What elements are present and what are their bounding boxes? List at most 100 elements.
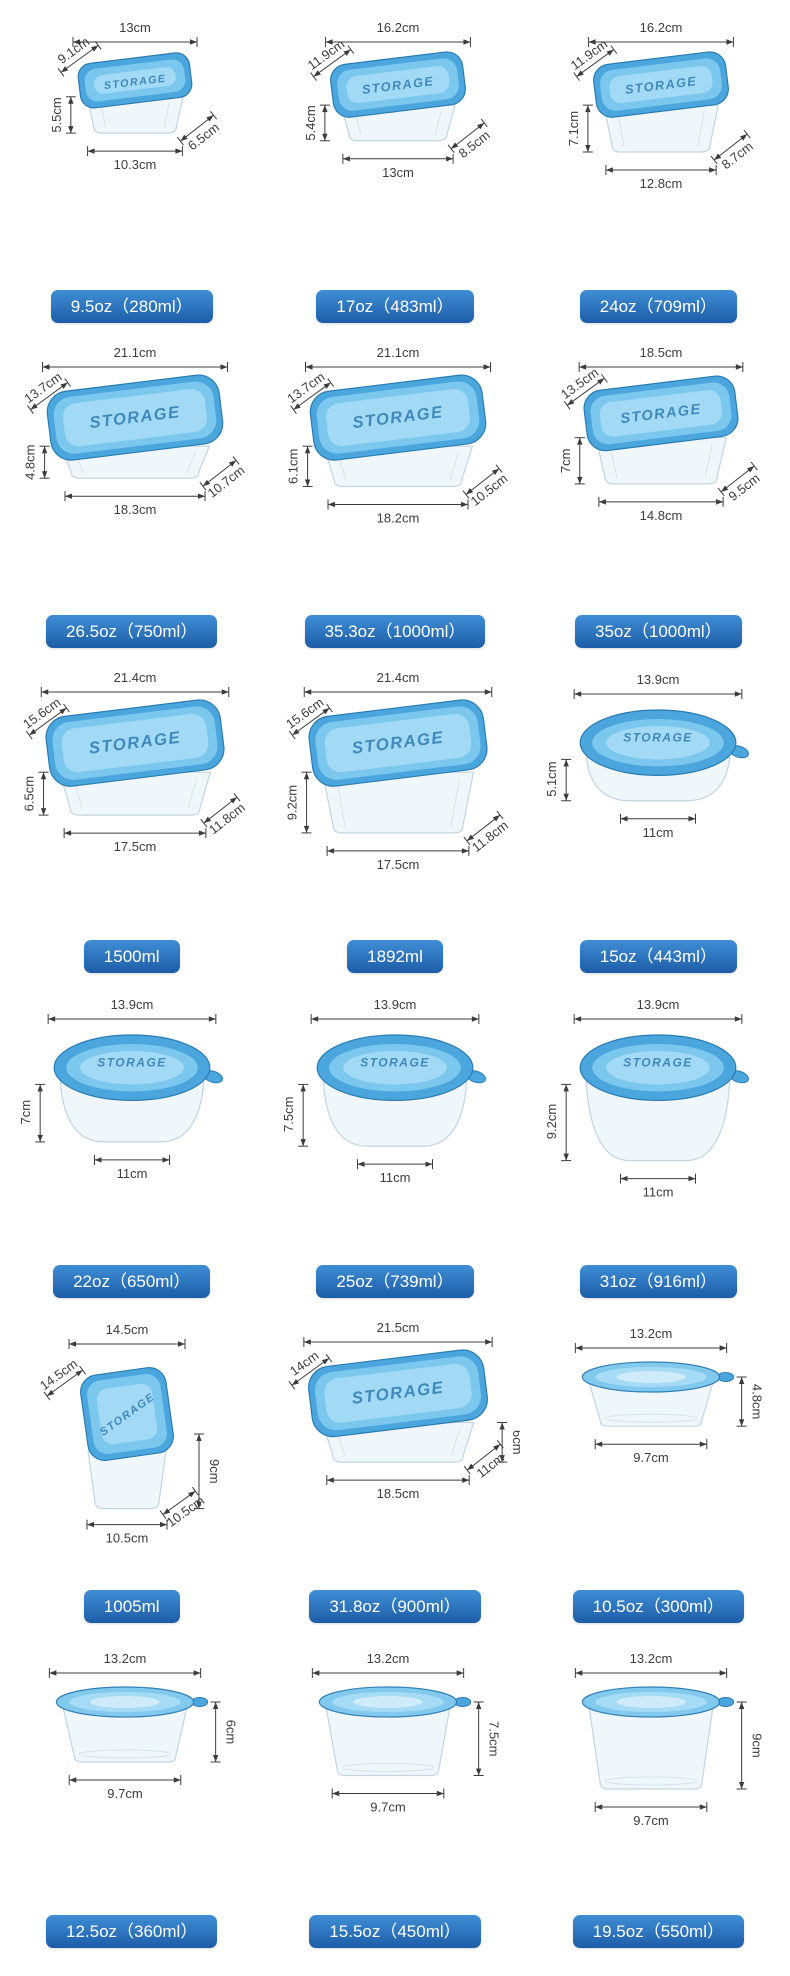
dimensions: 13.9cm 7.5cm 11cm [281, 997, 480, 1185]
dimension-line [38, 771, 49, 816]
dimension-line [598, 496, 724, 507]
dimension-line [43, 1365, 86, 1401]
dimension-arrowhead-icon [739, 1782, 745, 1789]
capacity-badge: 22oz（650ml） [53, 1265, 211, 1298]
dimension-arrowhead-icon [726, 39, 734, 45]
dimension-arrowhead-icon [425, 1161, 433, 1167]
dimension-line [210, 1701, 221, 1763]
dimension-arrowhead-icon [465, 488, 474, 495]
dimension-arrowhead-icon [563, 1153, 570, 1161]
dimension-line [342, 153, 454, 164]
dimension-line [717, 461, 758, 497]
dimension-arrowhead-icon [30, 403, 38, 410]
dimension-label: 7.5cm [281, 1097, 296, 1132]
container-body [86, 1450, 167, 1510]
dimension-arrowhead-icon [304, 479, 311, 487]
dimension-arrowhead-icon [208, 1016, 216, 1022]
dimension-arrowhead-icon [41, 471, 47, 479]
dimension-line [47, 1014, 216, 1024]
dimension-line [327, 499, 469, 510]
dimension-arrowhead-icon [228, 460, 236, 467]
dimension-arrowhead-icon [739, 1377, 745, 1384]
dimension-line [463, 810, 504, 846]
dimension-line [356, 1159, 433, 1170]
dimension-arrowhead-icon [456, 1670, 464, 1676]
container-lid: STORAGE [309, 374, 487, 461]
container-body [586, 1081, 731, 1162]
product-cell: STORAGE 18.5cm 13.5cm 7cm 14.8cm 9.5cm 35oz（10… [527, 337, 790, 662]
dimension-arrowhead-icon [300, 1084, 306, 1092]
product-cell: 13.2cm 9.7cm 4.8cm 10.5oz（300ml） [527, 1312, 790, 1637]
dimension-arrowhead-icon [86, 1521, 94, 1528]
body-highlight [186, 452, 196, 473]
dimension-line [25, 703, 70, 740]
body-highlight [698, 111, 705, 147]
dimension-line [57, 41, 102, 77]
dimension-label: 21.4cm [377, 670, 420, 685]
dimension-line [605, 164, 717, 175]
dimension-arrowhead-icon [577, 476, 583, 484]
container-lid: STORAGE [330, 51, 466, 118]
dimension-line [575, 1668, 728, 1678]
body-highlight [705, 443, 713, 478]
dimension-line [176, 110, 217, 146]
dimension-arrowhead-icon [47, 1016, 55, 1022]
dimension-line [331, 1788, 445, 1799]
dimension-label: 17.5cm [113, 839, 156, 854]
container-lid: STORAGE [308, 699, 488, 787]
dimension-arrowhead-icon [212, 1755, 218, 1762]
container-body [321, 771, 475, 834]
dimension-label: 21.1cm [113, 345, 156, 360]
dimension-label: 11cm [380, 1170, 411, 1185]
dimension-label: 13.9cm [637, 997, 680, 1012]
dimension-line [319, 104, 330, 142]
dimension-line [310, 45, 355, 81]
dimension-label: 4.8cm [750, 1384, 765, 1419]
dimension-line [573, 689, 743, 699]
product-cell: 13.2cm 9.7cm 9cm 19.5oz（550ml） [527, 1637, 790, 1962]
dimension-arrowhead-icon [620, 1175, 628, 1182]
body-highlight [450, 778, 460, 827]
dimension-arrowhead-icon [719, 1345, 727, 1351]
dimension-arrowhead-icon [595, 1804, 603, 1810]
dimension-line [34, 1083, 45, 1143]
dimension-arrowhead-icon [304, 446, 311, 454]
dimension-label: 6.1cm [286, 449, 301, 484]
dimension-line [311, 1668, 465, 1678]
dimension-arrowhead-icon [292, 728, 300, 736]
dimension-arrowhead-icon [574, 1016, 582, 1022]
dimension-line [620, 813, 697, 824]
product-cell: STORAGE 13.9cm 7cm 11cm 22oz（650ml） [0, 987, 263, 1312]
dimension-arrowhead-icon [342, 156, 350, 162]
dimension-label: 13.2cm [630, 1326, 673, 1341]
dimension-arrowhead-icon [599, 499, 607, 505]
container-body [603, 104, 720, 153]
dimension-line [473, 1701, 484, 1776]
dimension-arrowhead-icon [576, 70, 585, 77]
capacity-badge: 24oz（709ml） [579, 290, 737, 323]
dimension-label: 7cm [18, 1100, 33, 1125]
product-cell: STORAGE 13.9cm 7.5cm 11cm 25oz（739ml） [263, 987, 526, 1312]
dimension-arrowhead-icon [63, 830, 71, 836]
dimension-label: 13.9cm [637, 672, 680, 687]
dimension-line [573, 1014, 743, 1024]
dimension-arrowhead-icon [198, 830, 206, 836]
dimension-bottom-depth: 11.8cm [463, 810, 511, 855]
dimensions: 13.2cm 9.7cm 7.5cm [311, 1651, 502, 1815]
dimension-arrowhead-icon [466, 834, 475, 841]
dimension-label: 10.3cm [113, 157, 156, 172]
dimension-line [200, 792, 241, 828]
dimension-arrowhead-icon [195, 1501, 202, 1509]
product-figure: 13.2cm 9.7cm 9cm [575, 1651, 765, 1828]
dimension-arrowhead-icon [328, 501, 336, 508]
dimension-arrowhead-icon [305, 364, 313, 370]
dimension-arrowhead-icon [322, 133, 328, 141]
dimension-arrowhead-icon [688, 1175, 696, 1182]
dimension-label: 7cm [558, 448, 573, 473]
dimension-arrowhead-icon [304, 689, 312, 695]
capacity-badge: 19.5oz（550ml） [572, 1915, 744, 1948]
dimension-label: 9.5cm [726, 470, 763, 504]
container-body [595, 437, 728, 485]
